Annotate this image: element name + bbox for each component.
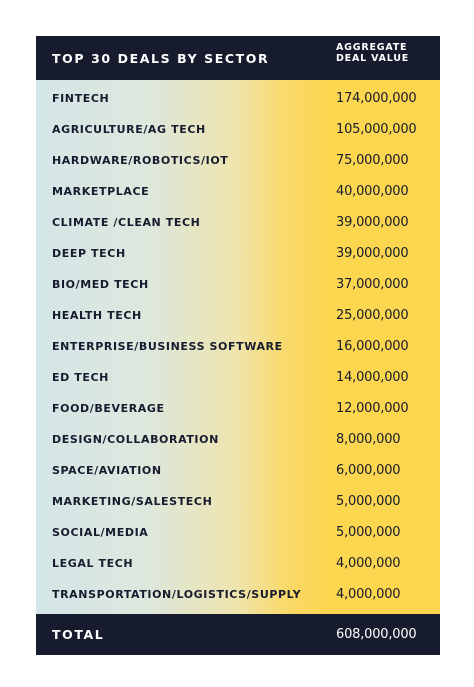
deal-value-cell: 5,000,000 [336,494,401,509]
table-row: FOOD/BEVERAGE 12,000,000 [36,393,440,424]
table-row: BIO/MED TECH 37,000,000 [36,269,440,300]
table-row: FINTECH 174,000,000 [36,83,440,114]
deal-value-cell: 39,000,000 [336,246,409,261]
header-value-line2: DEAL VALUE [336,53,410,64]
table-row: SOCIAL/MEDIA 5,000,000 [36,517,440,548]
sector-cell: ENTERPRISE/BUSINESS SOFTWARE [52,340,283,353]
total-value: 608,000,000 [336,627,417,642]
sector-cell: LEGAL TECH [52,557,134,570]
total-label: TOTAL [52,627,105,642]
deal-value-cell: 4,000,000 [336,587,401,602]
header-sector-title: TOP 30 DEALS BY SECTOR [52,50,270,66]
sector-cell: FINTECH [52,92,110,105]
deal-value-cell: 39,000,000 [336,215,409,230]
table-row: HARDWARE/ROBOTICS/IOT 75,000,000 [36,145,440,176]
table-row: AGRICULTURE/AG TECH 105,000,000 [36,114,440,145]
table-row: LEGAL TECH 4,000,000 [36,548,440,579]
table-row: HEALTH TECH 25,000,000 [36,300,440,331]
table-row: TRANSPORTATION/LOGISTICS/SUPPLY 4,000,000 [36,579,440,610]
deal-value-cell: 174,000,000 [336,91,417,106]
deal-value-cell: 12,000,000 [336,401,409,416]
deal-value-cell: 5,000,000 [336,525,401,540]
deal-value-cell: 37,000,000 [336,277,409,292]
sector-cell: FOOD/BEVERAGE [52,402,165,415]
header-value-title: AGGREGATE DEAL VALUE [336,42,409,64]
deals-table: TOP 30 DEALS BY SECTOR AGGREGATE DEAL VA… [36,36,440,655]
sector-cell: BIO/MED TECH [52,278,149,291]
table-row: MARKETING/SALESTECH 5,000,000 [36,486,440,517]
table-body: FINTECH 174,000,000 AGRICULTURE/AG TECH 105… [36,80,440,614]
sector-cell: SPACE/AVIATION [52,464,162,477]
sector-cell: CLIMATE /CLEAN TECH [52,216,201,229]
table-row: ENTERPRISE/BUSINESS SOFTWARE 16,000,000 [36,331,440,362]
sector-cell: MARKETING/SALESTECH [52,495,213,508]
sector-cell: ED TECH [52,371,109,384]
table-row: CLIMATE /CLEAN TECH 39,000,000 [36,207,440,238]
sector-cell: DEEP TECH [52,247,126,260]
sector-cell: HARDWARE/ROBOTICS/IOT [52,154,229,167]
sector-cell: MARKETPLACE [52,185,150,198]
sector-cell: AGRICULTURE/AG TECH [52,123,206,136]
table-row: ED TECH 14,000,000 [36,362,440,393]
deal-value-cell: 75,000,000 [336,153,409,168]
table-row: DESIGN/COLLABORATION 8,000,000 [36,424,440,455]
table-footer: TOTAL 608,000,000 [36,614,440,655]
deal-value-cell: 6,000,000 [336,463,401,478]
sector-cell: HEALTH TECH [52,309,142,322]
deal-value-cell: 14,000,000 [336,370,409,385]
table-header: TOP 30 DEALS BY SECTOR AGGREGATE DEAL VA… [36,36,440,80]
header-value-line1: AGGREGATE [336,42,408,53]
deal-value-cell: 25,000,000 [336,308,409,323]
table-row: MARKETPLACE 40,000,000 [36,176,440,207]
table-row: DEEP TECH 39,000,000 [36,238,440,269]
deal-value-cell: 4,000,000 [336,556,401,571]
table-row: SPACE/AVIATION 6,000,000 [36,455,440,486]
sector-cell: DESIGN/COLLABORATION [52,433,219,446]
deal-value-cell: 16,000,000 [336,339,409,354]
deal-value-cell: 8,000,000 [336,432,401,447]
deal-value-cell: 105,000,000 [336,122,417,137]
deal-value-cell: 40,000,000 [336,184,409,199]
sector-cell: TRANSPORTATION/LOGISTICS/SUPPLY [52,588,302,601]
sector-cell: SOCIAL/MEDIA [52,526,149,539]
